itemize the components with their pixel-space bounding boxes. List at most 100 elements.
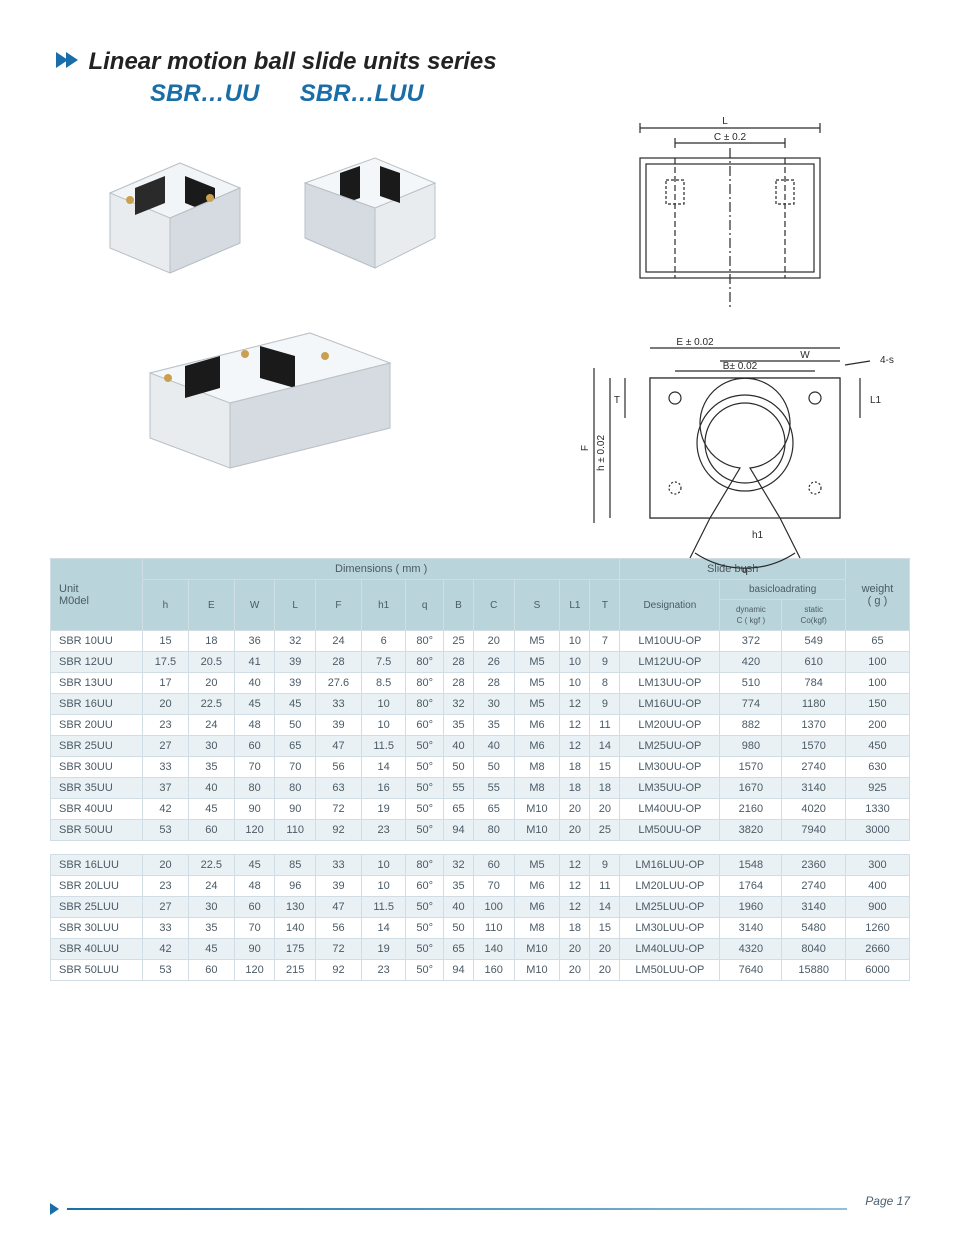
cell-static: 4020 (782, 799, 846, 820)
footer-line (67, 1208, 847, 1210)
cell-designation: LM50UU-OP (620, 820, 720, 841)
cell-value: 47 (316, 897, 362, 918)
cell-value: 20 (590, 799, 620, 820)
cell-value: 80 (234, 778, 275, 799)
cell-designation: LM16UU-OP (620, 694, 720, 715)
cell-dynamic: 1670 (720, 778, 782, 799)
cell-value: 80° (406, 652, 444, 673)
cell-value: 65 (443, 939, 473, 960)
cell-value: 80° (406, 673, 444, 694)
cell-value: 50 (443, 918, 473, 939)
cell-value: 32 (275, 631, 316, 652)
cell-value: 20 (143, 694, 189, 715)
cell-value: 14 (590, 897, 620, 918)
dim-F: F (580, 445, 591, 451)
col-T: T (590, 580, 620, 631)
cell-weight: 300 (845, 855, 909, 876)
dim-L: L (722, 116, 728, 127)
cell-value: 90 (234, 799, 275, 820)
cell-designation: LM20LUU-OP (620, 876, 720, 897)
figure-area: L C ± 0.2 E (50, 128, 910, 518)
cell-value: 25 (443, 631, 473, 652)
cell-weight: 65 (845, 631, 909, 652)
cell-dynamic: 420 (720, 652, 782, 673)
cell-value: 35 (473, 715, 514, 736)
cell-value: 12 (560, 715, 590, 736)
cell-value: 45 (234, 694, 275, 715)
cell-value: 20 (143, 855, 189, 876)
cell-model: SBR 25LUU (51, 897, 143, 918)
cell-value: 65 (473, 799, 514, 820)
cell-static: 2740 (782, 757, 846, 778)
cell-value: 33 (316, 694, 362, 715)
cell-value: 60 (234, 897, 275, 918)
table-row: SBR 40UU42459090721950°6565M102020LM40UU… (51, 799, 910, 820)
dim-B: B± 0.02 (723, 361, 758, 372)
cell-value: 33 (316, 855, 362, 876)
cell-model: SBR 50LUU (51, 960, 143, 981)
cell-value: 45 (234, 855, 275, 876)
table-row: SBR 25LUU2730601304711.550°40100M61214LM… (51, 897, 910, 918)
cell-value: 15 (143, 631, 189, 652)
cell-value: M10 (514, 799, 560, 820)
cell-value: 10 (361, 876, 405, 897)
cell-value: 40 (473, 736, 514, 757)
cell-value: 20 (188, 673, 234, 694)
cell-value: 16 (361, 778, 405, 799)
cell-value: 10 (361, 855, 405, 876)
cell-value: 50° (406, 897, 444, 918)
cell-static: 784 (782, 673, 846, 694)
col-F: F (316, 580, 362, 631)
cell-value: 7.5 (361, 652, 405, 673)
cell-value: 12 (560, 897, 590, 918)
cell-value: 56 (316, 918, 362, 939)
cell-value: 35 (443, 715, 473, 736)
cell-value: 11.5 (361, 897, 405, 918)
cell-value: 20 (560, 820, 590, 841)
cell-designation: LM25LUU-OP (620, 897, 720, 918)
table-spacer (51, 841, 910, 855)
dim-q: q (742, 565, 748, 576)
dim-T: T (614, 395, 620, 406)
cell-model: SBR 25UU (51, 736, 143, 757)
cell-dynamic: 3140 (720, 918, 782, 939)
cell-value: 20 (473, 631, 514, 652)
cell-value: 50° (406, 799, 444, 820)
cell-value: 11 (590, 876, 620, 897)
cell-value: 120 (234, 960, 275, 981)
cell-weight: 1260 (845, 918, 909, 939)
col-model: Unit M0del (51, 559, 143, 631)
cell-value: 100 (473, 897, 514, 918)
cell-designation: LM40LUU-OP (620, 939, 720, 960)
cell-value: 90 (275, 799, 316, 820)
cell-dynamic: 882 (720, 715, 782, 736)
cell-value: 80° (406, 855, 444, 876)
cell-value: 23 (143, 715, 189, 736)
cell-value: 80° (406, 631, 444, 652)
cell-value: 22.5 (188, 694, 234, 715)
cell-value: 56 (316, 757, 362, 778)
cell-value: 17.5 (143, 652, 189, 673)
cell-value: 70 (234, 918, 275, 939)
col-B: B (443, 580, 473, 631)
cell-weight: 630 (845, 757, 909, 778)
cell-weight: 1330 (845, 799, 909, 820)
cell-value: 27 (143, 736, 189, 757)
cell-value: 39 (275, 673, 316, 694)
cell-value: 50° (406, 939, 444, 960)
table-row: SBR 50LUU5360120215922350°94160M102020LM… (51, 960, 910, 981)
cell-value: 24 (188, 715, 234, 736)
cell-value: 175 (275, 939, 316, 960)
cell-value: 28 (316, 652, 362, 673)
cell-model: SBR 16LUU (51, 855, 143, 876)
cell-value: 40 (188, 778, 234, 799)
cell-designation: LM50LUU-OP (620, 960, 720, 981)
cell-value: 160 (473, 960, 514, 981)
cell-value: 30 (188, 736, 234, 757)
cell-static: 15880 (782, 960, 846, 981)
cell-model: SBR 13UU (51, 673, 143, 694)
cell-value: 24 (188, 876, 234, 897)
cell-value: 9 (590, 694, 620, 715)
cell-static: 2740 (782, 876, 846, 897)
page-title: Linear motion ball slide units series (88, 48, 496, 76)
